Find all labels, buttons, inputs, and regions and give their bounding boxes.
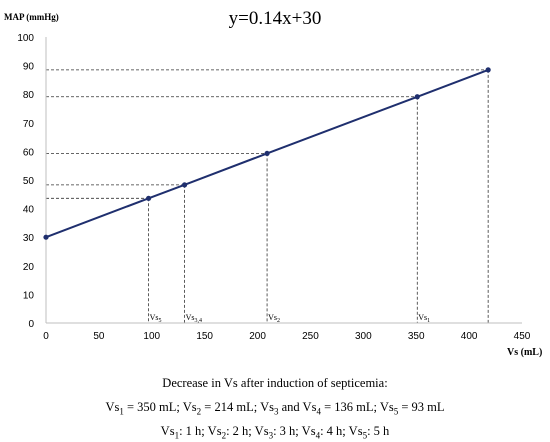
y-tick-label: 40 <box>23 205 35 216</box>
y-tick-label: 30 <box>23 233 35 244</box>
x-tick-label: 300 <box>355 331 372 342</box>
x-tick-label: 400 <box>461 331 478 342</box>
data-point <box>414 94 420 100</box>
caption-times: Vs1: 1 h; Vs2: 2 h; Vs3: 3 h; Vs4: 4 h; … <box>160 424 390 441</box>
guide-label: Vs2 <box>268 313 280 324</box>
y-tick-label: 0 <box>28 319 34 330</box>
x-tick-label: 200 <box>249 331 266 342</box>
x-tick-label: 0 <box>43 331 49 342</box>
guide-label: Vs3,4 <box>186 313 202 324</box>
y-tick-label: 50 <box>23 176 35 187</box>
y-tick-label: 10 <box>23 290 35 301</box>
series-line <box>45 68 489 239</box>
y-tick-label: 90 <box>23 62 35 73</box>
x-axis-title: Vs (mL) <box>507 347 542 358</box>
data-point <box>181 182 188 188</box>
y-tick-label: 70 <box>23 119 35 130</box>
caption-volumes: Vs1 = 350 mL; Vs2 = 214 mL; Vs3 and Vs4 … <box>105 400 445 417</box>
data-point <box>43 234 49 240</box>
y-tick-label: 60 <box>23 147 35 158</box>
y-tick-label: 80 <box>23 90 35 101</box>
y-tick-label: 20 <box>23 262 35 273</box>
x-tick-label: 50 <box>93 331 105 342</box>
x-tick-label: 450 <box>514 331 531 342</box>
guide-label: Vs1 <box>418 313 430 324</box>
x-tick-label: 350 <box>408 331 425 342</box>
chart: y=0.14x+30 MAP (mmHg) Vs (mL) 0 10 20 30 40 5… <box>4 8 542 358</box>
data-point <box>264 150 270 157</box>
x-tick-label: 250 <box>302 331 319 342</box>
y-tick-label: 100 <box>17 33 34 44</box>
data-point <box>485 67 491 73</box>
caption-heading: Decrease in Vs after induction of septic… <box>162 376 388 390</box>
data-point <box>146 195 152 201</box>
x-tick-label: 100 <box>143 331 160 342</box>
x-tick-label: 150 <box>196 331 213 342</box>
y-axis-title: MAP (mmHg) <box>4 12 59 22</box>
guide-label: Vs5 <box>150 313 162 324</box>
chart-title: y=0.14x+30 <box>229 8 322 29</box>
